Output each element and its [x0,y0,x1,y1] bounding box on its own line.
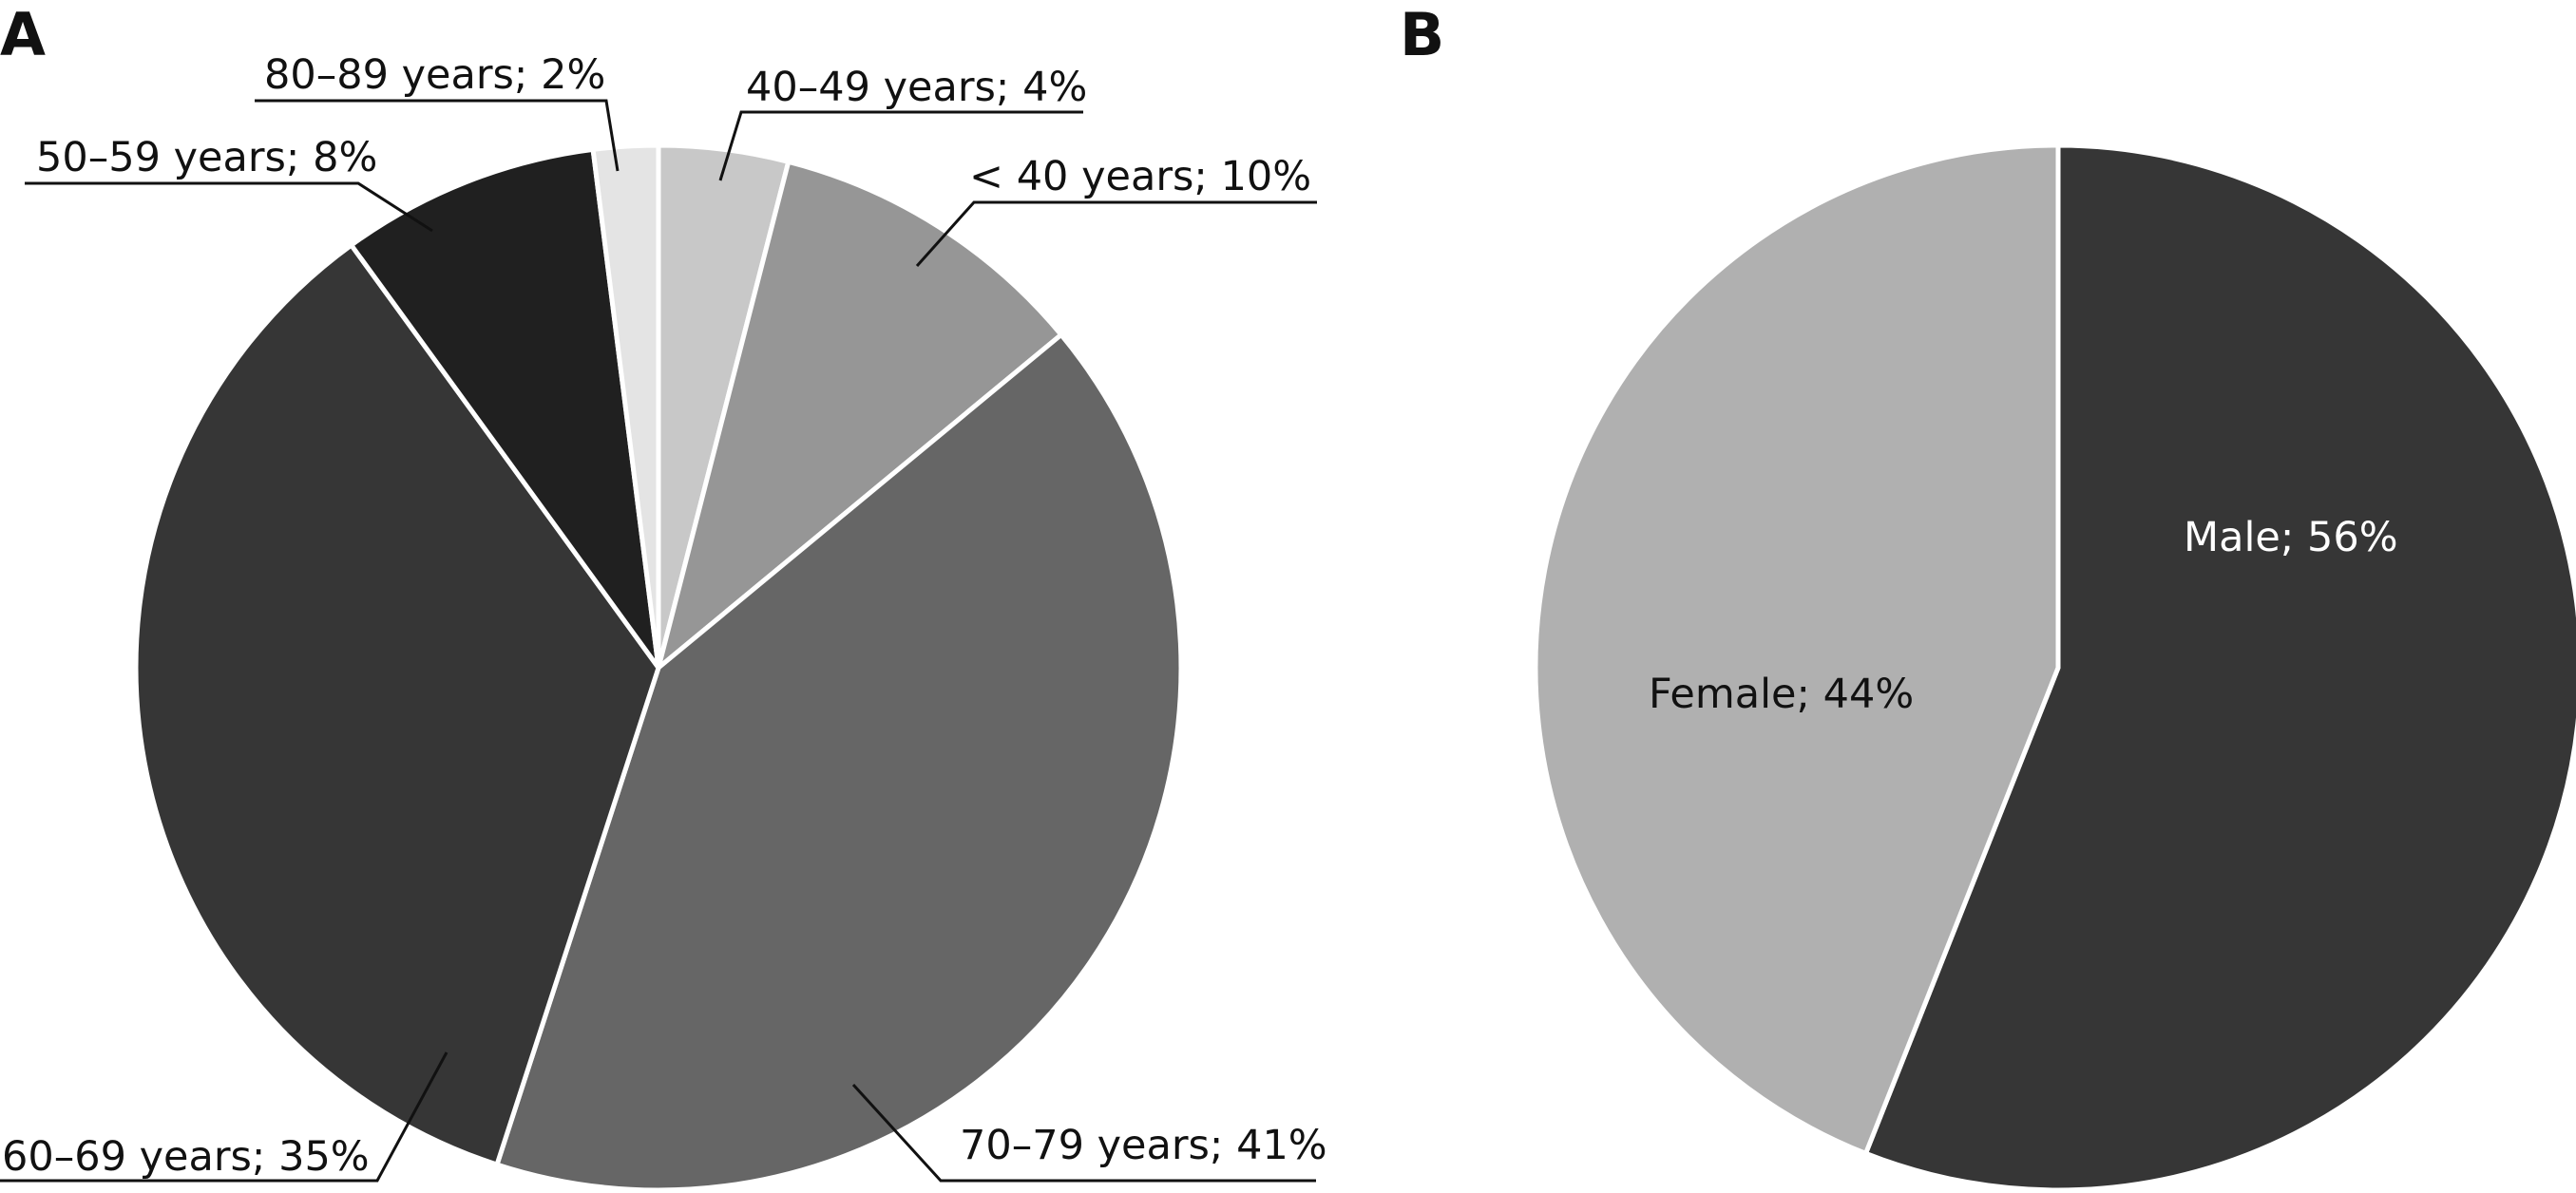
slice-label-50-59: 50–59 years; 8% [36,134,377,181]
pie-a-slice-70-79-years [494,331,1184,1193]
leader-line-60-69 [0,1051,448,1183]
panel-b: B Male; 56% Female; 44% [1400,0,2576,1193]
slice-label-under-40: < 40 years; 10% [969,153,1311,200]
slice-label-60-69: 60–69 years; 35% [2,1133,370,1181]
pie-a-slice-40-years [656,159,1064,671]
pie-b-labels: Male; 56% Female; 44% [1649,514,2398,718]
pie-a-slice-50-59-years [349,146,661,671]
leader-line-under-40 [915,200,1317,268]
leader-line-50-59 [25,181,433,233]
pie-a-labels: 40–49 years; 4% < 40 years; 10% 70–79 ye… [2,51,1327,1181]
slice-label-80-89: 80–89 years; 2% [264,51,605,99]
leader-line-40-49 [718,110,1083,181]
leader-line-70-79 [851,1083,1316,1183]
pie-b-slices [1533,142,2576,1193]
slice-label-female: Female; 44% [1649,671,1914,718]
leader-line-80-89 [255,99,620,172]
slice-label-40-49: 40–49 years; 4% [746,64,1087,111]
panel-a: A 40–49 years; 4% < 40 years; 10% 70–79 … [0,0,1327,1190]
slice-label-male: Male; 56% [2184,514,2398,561]
panel-a-letter: A [0,0,46,69]
pie-a-slices [133,142,1184,1193]
slice-label-70-79: 70–79 years; 41% [960,1122,1327,1169]
pie-a-leader-lines [0,99,1317,1183]
pie-a-slice-60-69-years [133,242,661,1167]
pie-b-slice-male [1863,142,2576,1193]
pie-a-slice-80-89-years [590,142,661,671]
panel-b-letter: B [1400,0,1444,69]
pie-b-slice-female [1533,142,2061,1156]
